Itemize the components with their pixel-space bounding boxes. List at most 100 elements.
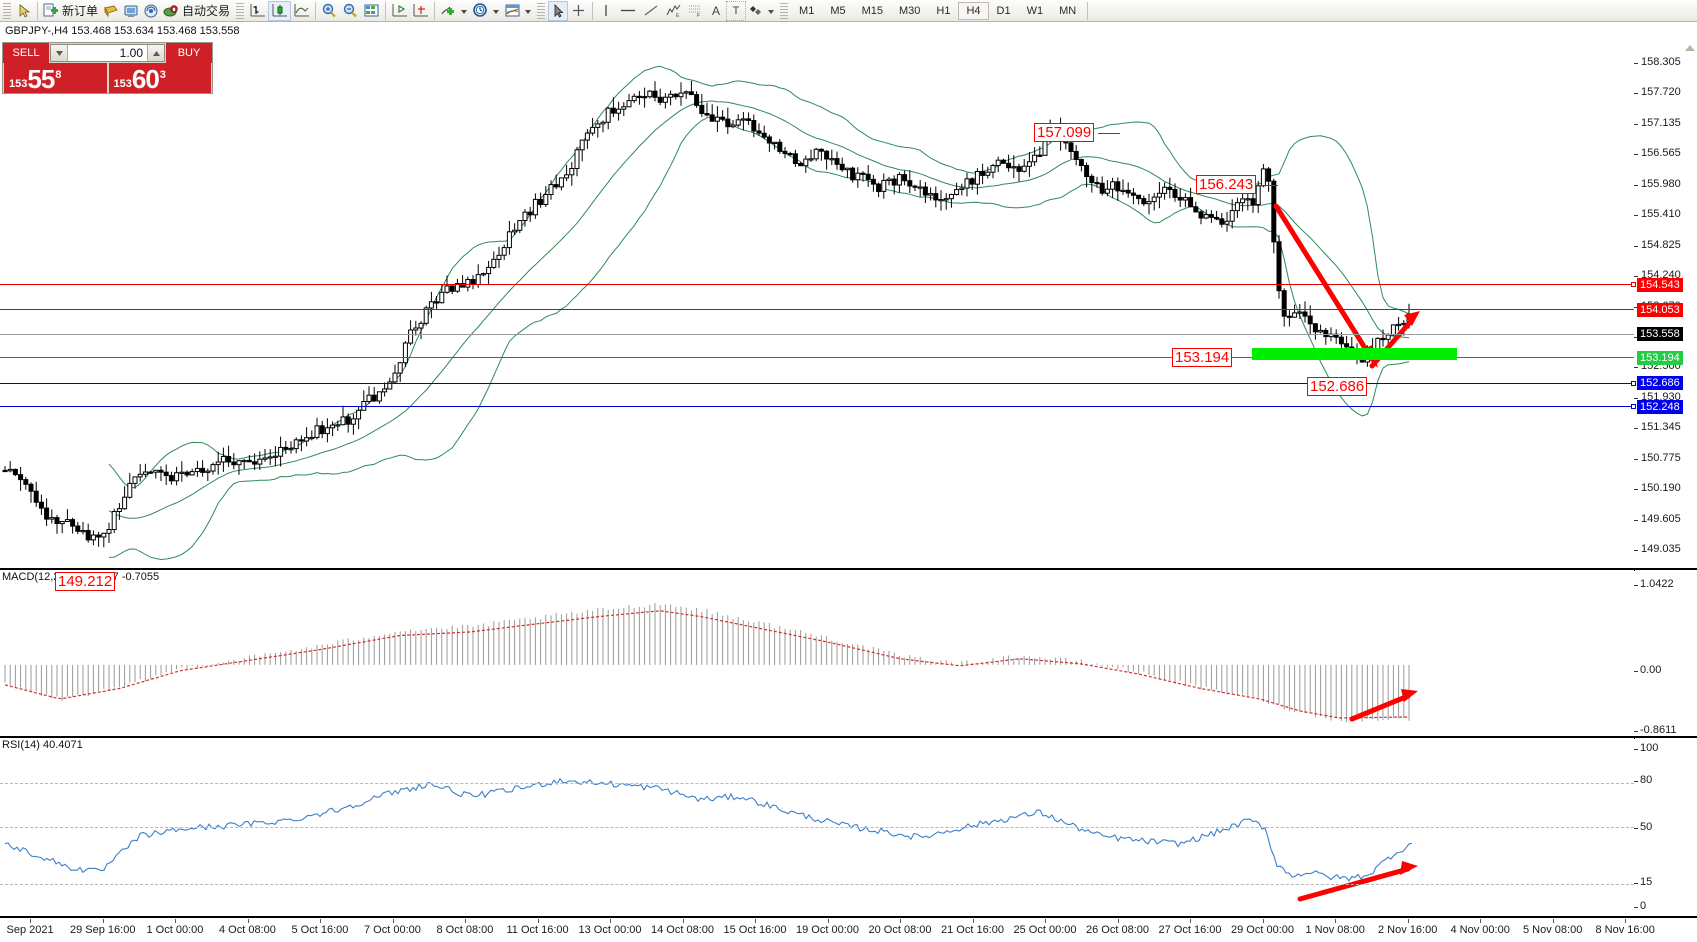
chevron-down-icon-3[interactable] xyxy=(525,9,532,14)
line-chart-icon[interactable] xyxy=(291,1,312,21)
hline-152686[interactable] xyxy=(0,383,1634,384)
annotation-152686[interactable]: 152.686 xyxy=(1307,377,1368,396)
annotation-156243[interactable]: 156.243 xyxy=(1196,175,1257,194)
annotation-149212[interactable]: 149.212 xyxy=(55,572,116,591)
price-tick-label: 155.980 xyxy=(1641,177,1681,190)
chart-shift-icon[interactable] xyxy=(389,1,410,21)
price-pane[interactable]: 158.305 157.720 157.135 156.565 155.980 155.4… xyxy=(0,23,1697,591)
rsi-tick-mark xyxy=(1634,780,1638,782)
chevron-down-icon[interactable] xyxy=(461,9,468,14)
hline-154543[interactable] xyxy=(0,284,1634,285)
buy-price-display[interactable]: 153 60 3 xyxy=(108,63,211,93)
macd-series-svg xyxy=(4,603,1418,723)
indicators-add-icon[interactable] xyxy=(438,1,459,21)
price-tick-mark xyxy=(1634,367,1638,369)
bar-chart-icon[interactable] xyxy=(247,1,268,21)
volume-increase-button[interactable] xyxy=(147,45,164,61)
toolbar-separator-6 xyxy=(1087,1,1089,20)
hline-154053[interactable] xyxy=(0,309,1634,310)
tab-timeframe-m1[interactable]: M1 xyxy=(799,4,815,17)
signal-icon[interactable] xyxy=(141,1,161,21)
templates-icon[interactable] xyxy=(502,1,523,21)
toolbar-separator-2 xyxy=(315,1,317,20)
tab-timeframe-m5[interactable]: M5 xyxy=(830,4,846,17)
time-tick-mark xyxy=(1190,919,1191,923)
tab-timeframe-w1[interactable]: W1 xyxy=(1026,4,1044,17)
tab-timeframe-m30[interactable]: M30 xyxy=(899,4,921,17)
chart-scroll-indicator[interactable] xyxy=(1685,45,1695,51)
time-tick-mark xyxy=(900,919,901,923)
sell-button[interactable]: SELL xyxy=(3,43,49,63)
autotrading-icon[interactable] xyxy=(161,1,181,21)
volume-input[interactable]: 1.00 xyxy=(119,46,143,60)
price-tick-label: 149.605 xyxy=(1641,512,1681,525)
toolbar-grip[interactable] xyxy=(3,2,11,19)
candle-chart-icon[interactable] xyxy=(268,0,292,21)
hline-icon[interactable] xyxy=(616,1,640,21)
label-icon[interactable]: T xyxy=(726,0,747,21)
shapes-icon[interactable] xyxy=(746,1,766,21)
tab-timeframe-mn[interactable]: MN xyxy=(1059,4,1077,17)
time-tick-mark xyxy=(392,919,394,923)
annotation-157099[interactable]: 157.099 xyxy=(1034,123,1095,142)
rsi-tick-label: 50 xyxy=(1640,821,1653,833)
new-order-icon[interactable] xyxy=(41,1,61,21)
chevron-down-icon-4[interactable] xyxy=(768,9,775,14)
new-order-label[interactable]: 新订单 xyxy=(62,4,99,18)
grid-icon[interactable] xyxy=(361,1,382,21)
tab-timeframe-m15[interactable]: M15 xyxy=(861,4,883,17)
cursor-arrow-icon[interactable] xyxy=(14,1,34,21)
toolbar-separator xyxy=(37,1,38,20)
price-tick-label: 157.135 xyxy=(1641,116,1681,129)
pointer-tool-icon[interactable] xyxy=(548,0,569,21)
price-label-154543[interactable]: 154.543 xyxy=(1637,278,1683,292)
macd-pane[interactable]: MACD(12,26,9) -0.5707 -0.7055 1.04220.00… xyxy=(0,571,1697,736)
hline-handle-152686[interactable] xyxy=(1631,381,1636,386)
volume-decrease-button[interactable] xyxy=(51,45,68,61)
chevron-down-icon-2[interactable] xyxy=(493,9,500,14)
zoom-in-icon[interactable] xyxy=(319,1,340,21)
toolbar-grip-4[interactable] xyxy=(780,2,789,19)
toolbar-grip-3[interactable] xyxy=(537,2,546,19)
price-label-152248[interactable]: 152.248 xyxy=(1637,400,1683,414)
auto-scroll-icon[interactable] xyxy=(410,1,431,21)
vline-icon[interactable] xyxy=(596,1,616,21)
volume-stepper[interactable]: 1.00 xyxy=(50,44,165,62)
text-icon[interactable]: A xyxy=(712,3,721,18)
periods-clock-icon[interactable] xyxy=(470,1,491,21)
support-zone-rectangle[interactable] xyxy=(1252,348,1457,360)
sell-price-display[interactable]: 153 55 8 xyxy=(4,63,107,93)
price-tick-mark xyxy=(1634,245,1638,247)
buy-big-figure: 153 xyxy=(113,78,132,90)
time-axis[interactable]: Sep 2021 29 Sep 16:00 1 Oct 00:00 4 Oct 08:… xyxy=(0,919,1697,941)
price-label-152686[interactable]: 152.686 xyxy=(1637,376,1683,390)
annotation-153194[interactable]: 153.194 xyxy=(1172,348,1233,367)
rsi-tick-mark xyxy=(1634,749,1638,750)
zoom-out-icon[interactable] xyxy=(340,1,361,21)
price-label-154053[interactable]: 154.053 xyxy=(1637,303,1683,317)
wallet-icon[interactable] xyxy=(101,1,121,21)
tab-timeframe-h1[interactable]: H1 xyxy=(936,4,951,17)
tab-timeframe-d1[interactable]: D1 xyxy=(996,4,1011,17)
price-label-153194[interactable]: 153.194 xyxy=(1637,351,1683,365)
chart-canvas-area[interactable]: 158.305 157.720 157.135 156.565 155.980 155.4… xyxy=(0,23,1697,936)
autotrading-label[interactable]: 自动交易 xyxy=(182,4,231,18)
fibo-icon[interactable]: F xyxy=(684,1,706,21)
rsi-level-80 xyxy=(0,783,1634,784)
hline-152248[interactable] xyxy=(0,406,1634,407)
terminal-icon[interactable] xyxy=(121,1,141,21)
tab-timeframe-h4[interactable]: H4 xyxy=(958,1,989,20)
time-tick-mark xyxy=(320,919,321,923)
elliott-icon[interactable]: E xyxy=(662,1,684,21)
price-tick-mark xyxy=(1634,458,1638,460)
price-tick-mark xyxy=(1634,154,1638,156)
rsi-pane[interactable]: RSI(14) 40.4071 100 80 50 15 0 xyxy=(0,739,1697,919)
toolbar-grip-2[interactable] xyxy=(236,2,245,19)
hline-handle-152248[interactable] xyxy=(1631,404,1636,409)
macd-tick-mark xyxy=(1634,671,1638,672)
sell-big-figure: 153 xyxy=(9,78,28,90)
crosshair-icon[interactable] xyxy=(568,1,589,21)
buy-button[interactable]: BUY xyxy=(166,43,212,63)
trendline-icon[interactable] xyxy=(640,1,662,21)
hline-handle-154543[interactable] xyxy=(1631,282,1636,287)
